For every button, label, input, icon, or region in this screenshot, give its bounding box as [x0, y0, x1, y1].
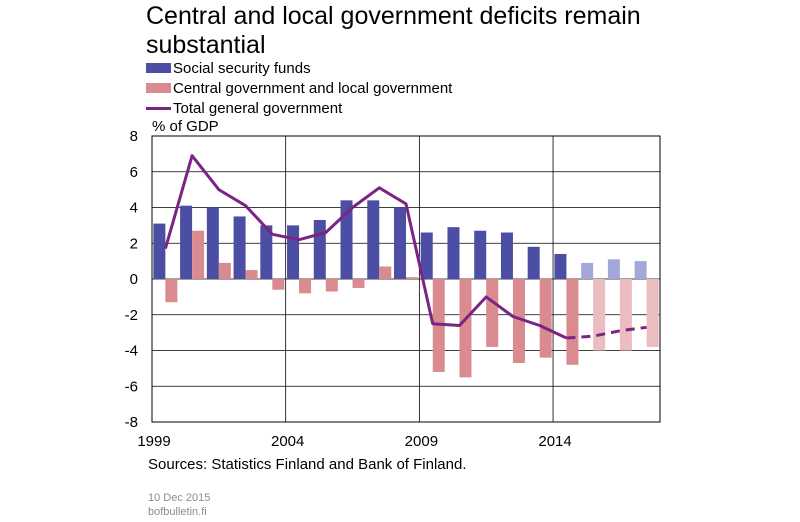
footer: 10 Dec 2015 bofbulletin.fi: [148, 491, 210, 519]
legend-item-social: Social security funds: [146, 58, 452, 78]
bar-central-local: [512, 279, 525, 364]
bar-social-security: [474, 230, 487, 279]
y-tick-label: 4: [130, 200, 138, 217]
bar-central-local: [619, 279, 632, 351]
x-tick-label: 2004: [271, 433, 304, 450]
bar-central-local: [379, 266, 392, 279]
line-total-general-government-forecast: [566, 325, 647, 340]
plot-frame: [151, 135, 661, 423]
bar-social-security: [206, 207, 219, 279]
bar-social-security: [554, 253, 567, 279]
line-total-general-government: [163, 154, 568, 340]
bar-central-local: [406, 277, 418, 279]
legend-item-total: Total general government: [146, 98, 452, 118]
bar-social-security: [527, 246, 540, 279]
legend-label-central: Central government and local government: [173, 79, 453, 97]
bar-social-security: [607, 259, 620, 279]
bar-social-security: [260, 225, 273, 279]
y-tick-label: -6: [125, 378, 138, 395]
y-tick-label: 6: [130, 164, 138, 181]
legend-swatch-total: [146, 106, 171, 110]
bar-social-security: [420, 232, 433, 279]
bar-central-local: [593, 279, 606, 351]
legend-swatch-social: [146, 63, 171, 73]
bar-social-security: [313, 220, 326, 279]
legend-label-social: Social security funds: [173, 59, 311, 77]
bar-central-local: [352, 279, 365, 288]
bar-social-security: [581, 262, 594, 279]
bar-central-local: [486, 279, 499, 347]
y-tick-label: 2: [130, 235, 138, 252]
unit-label: % of GDP: [152, 118, 219, 135]
bar-social-security: [500, 232, 513, 279]
bar-social-security: [340, 200, 353, 279]
bar-social-security: [394, 207, 406, 279]
chart-title: Central and local government deficits re…: [146, 2, 641, 59]
bar-social-security: [287, 225, 300, 279]
source-note: Sources: Statistics Finland and Bank of …: [148, 456, 467, 473]
bar-central-local: [539, 279, 552, 358]
bar-central-local: [245, 270, 258, 279]
y-tick-label: -8: [125, 414, 138, 431]
bar-central-local: [566, 279, 579, 365]
bar-central-local: [646, 279, 659, 347]
y-tick-label: -2: [125, 307, 138, 324]
legend: Social security funds Central government…: [146, 58, 452, 118]
bar-social-security: [153, 223, 166, 279]
bar-central-local: [325, 279, 338, 292]
legend-swatch-central: [146, 83, 171, 93]
footer-site: bofbulletin.fi: [148, 506, 207, 518]
bar-social-security: [634, 261, 647, 279]
x-tick-label: 2014: [538, 433, 571, 450]
bar-central-local: [299, 279, 312, 294]
bar-central-local: [459, 279, 472, 378]
footer-date: 10 Dec 2015: [148, 492, 211, 504]
y-tick-label: 8: [130, 128, 138, 145]
legend-item-central: Central government and local government: [146, 78, 452, 98]
y-tick-label: 0: [130, 271, 138, 288]
bar-central-local: [272, 279, 285, 290]
bar-social-security: [367, 200, 380, 279]
bar-social-security: [447, 227, 460, 279]
bar-social-security: [233, 216, 246, 279]
bar-social-security: [180, 205, 193, 279]
bar-central-local: [165, 279, 178, 303]
x-tick-label: 2009: [405, 433, 438, 450]
bar-central-local: [192, 230, 205, 279]
bar-central-local: [218, 262, 231, 279]
x-tick-label: 1999: [137, 433, 170, 450]
y-tick-label: -4: [125, 343, 138, 360]
legend-label-total: Total general government: [173, 99, 343, 117]
